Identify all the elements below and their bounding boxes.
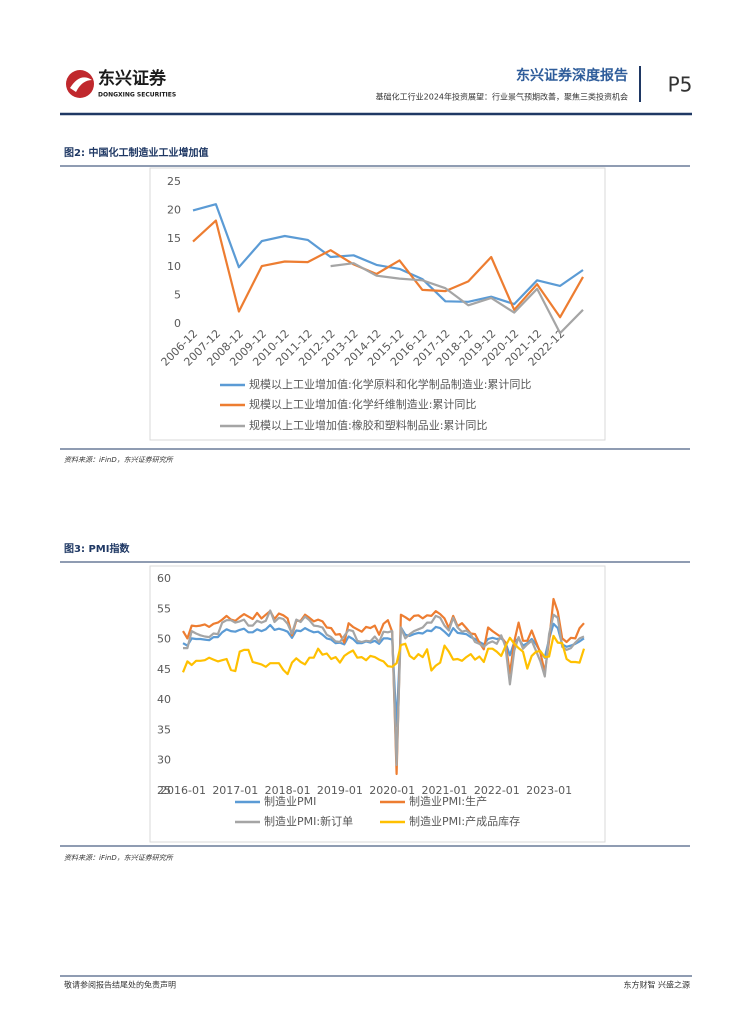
disclaimer: 敬请参阅报告结尾处的免责声明 <box>64 980 176 990</box>
legend-label: 规模以上工业增加值:化学原料和化学制品制造业:累计同比 <box>249 377 531 391</box>
logo-en: DONGXING SECURITIES <box>98 92 176 99</box>
x-tick-label: 2016-01 <box>160 784 206 797</box>
y-tick-label: 5 <box>174 289 181 302</box>
slogan: 东方财智 兴盛之源 <box>623 980 690 990</box>
chart-frame <box>149 167 606 441</box>
legend-label: 制造业PMI <box>264 794 316 808</box>
y-tick-label: 45 <box>157 663 171 676</box>
x-tick-label: 2019-01 <box>317 784 363 797</box>
series-line <box>182 597 585 776</box>
figure-title: 图3: PMI指数 <box>64 542 130 555</box>
x-tick-label: 2018-01 <box>265 784 311 797</box>
y-tick-label: 55 <box>157 602 171 615</box>
chart-frame <box>149 565 606 843</box>
y-tick-label: 20 <box>167 203 181 216</box>
report-type: 东兴证券深度报告 <box>516 67 628 84</box>
y-tick-label: 50 <box>157 633 171 646</box>
series-line <box>330 262 584 335</box>
x-tick-label: 2017-01 <box>212 784 258 797</box>
figure-source: 资料来源：iFinD，东兴证券研究所 <box>64 854 174 862</box>
series-line <box>181 634 586 676</box>
x-tick-label: 2021-01 <box>422 784 468 797</box>
y-tick-label: 10 <box>167 260 181 273</box>
y-tick-label: 40 <box>157 693 171 706</box>
y-tick-label: 15 <box>167 232 181 245</box>
logo: 东兴证券 DONGXING SECURITIES <box>66 68 176 99</box>
legend-label: 规模以上工业增加值:化学纤维制造业:累计同比 <box>249 397 476 411</box>
logo-cn: 东兴证券 <box>98 68 167 89</box>
report-subtitle: 基础化工行业2024年投资展望：行业景气预期改善，聚焦三类投资机会 <box>376 92 628 102</box>
series-line <box>183 609 585 767</box>
legend-label: 制造业PMI:生产 <box>409 794 487 808</box>
y-tick-label: 35 <box>157 723 171 736</box>
y-tick-label: 60 <box>157 572 171 585</box>
y-tick-label: 0 <box>174 317 181 330</box>
page-number: P5 <box>668 73 693 97</box>
legend-label: 制造业PMI:新订单 <box>264 814 353 828</box>
legend-label: 制造业PMI:产成品库存 <box>409 814 520 828</box>
y-tick-label: 25 <box>167 175 181 188</box>
x-tick-label: 2023-01 <box>526 784 572 797</box>
x-tick-label: 2022-01 <box>474 784 520 797</box>
x-tick-label: 2020-01 <box>369 784 415 797</box>
figure-source: 资料来源：iFinD，东兴证券研究所 <box>64 456 174 464</box>
series-line <box>192 219 584 319</box>
y-tick-label: 25 <box>157 784 171 797</box>
series-line <box>182 622 585 728</box>
y-tick-label: 30 <box>157 754 171 767</box>
legend-label: 规模以上工业增加值:橡胶和塑料制品业:累计同比 <box>249 418 487 432</box>
series-line <box>192 203 584 306</box>
figure-title: 图2: 中国化工制造业工业增加值 <box>64 146 208 159</box>
